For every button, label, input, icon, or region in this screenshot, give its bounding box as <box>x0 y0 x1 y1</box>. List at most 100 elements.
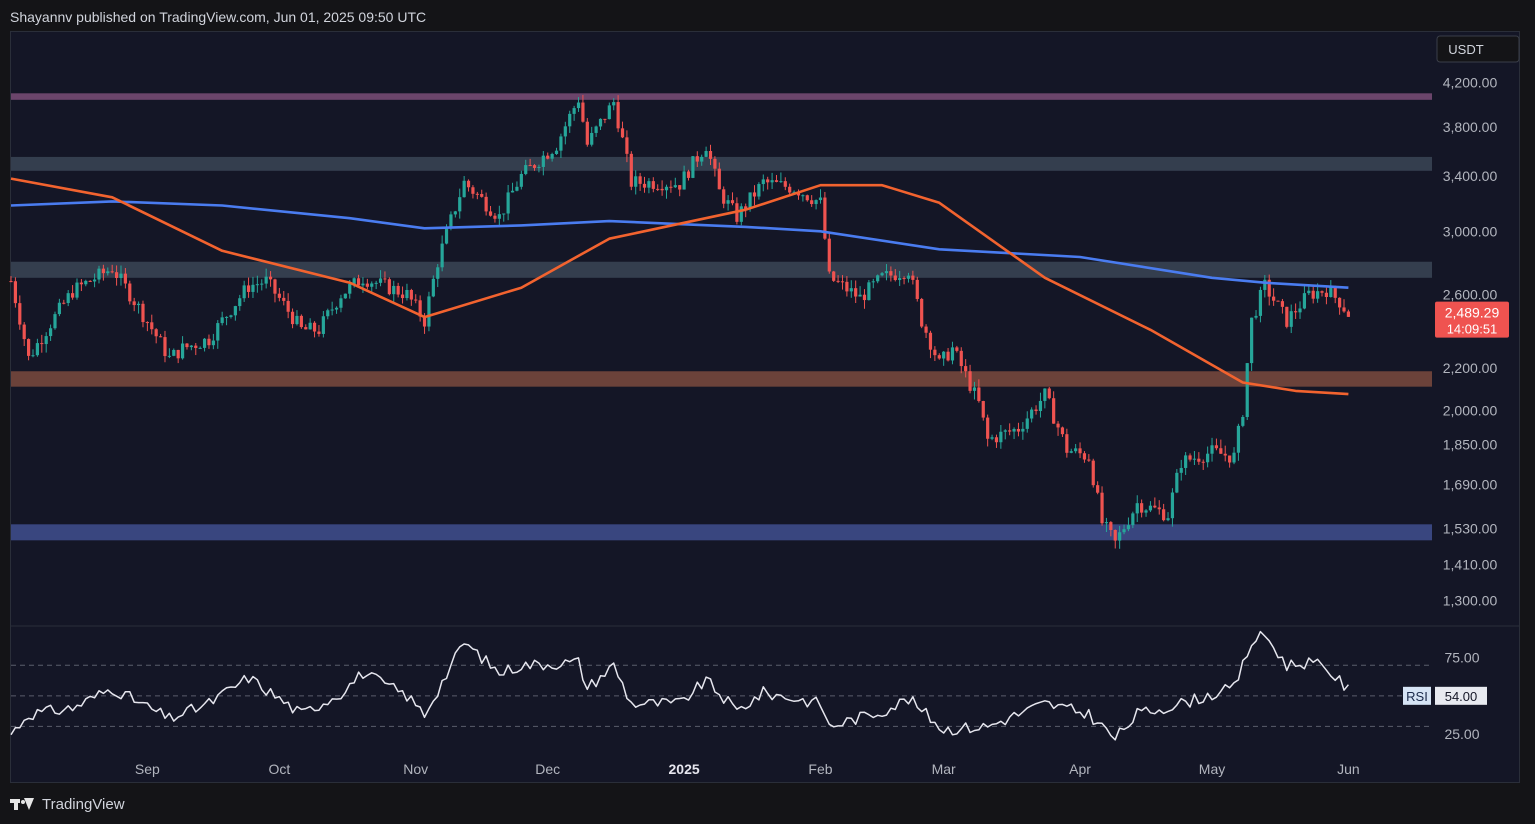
candle-body <box>317 331 321 334</box>
candle-body <box>999 431 1003 443</box>
candle <box>396 282 400 298</box>
candle-body <box>590 132 594 145</box>
candle-body <box>114 272 119 278</box>
candle-body <box>678 185 682 190</box>
candle <box>365 278 369 290</box>
candle <box>1272 288 1276 306</box>
candle-body <box>1170 492 1175 519</box>
y-tick-label: 2,200.00 <box>1443 360 1498 376</box>
candle <box>1056 421 1060 436</box>
candle-body <box>75 282 79 298</box>
candle-body <box>691 156 695 178</box>
candle-body <box>620 128 625 138</box>
candle-body <box>774 180 779 182</box>
candle-body <box>629 153 633 187</box>
candle-body <box>1065 434 1069 453</box>
candle-body <box>1003 430 1007 432</box>
candle <box>950 341 955 365</box>
candle-body <box>343 293 347 299</box>
candle-body <box>40 343 44 345</box>
candle-body <box>18 303 22 325</box>
candle <box>1324 287 1329 305</box>
candle <box>31 349 35 358</box>
candle <box>638 172 642 191</box>
candle <box>928 330 933 359</box>
candle <box>1338 297 1342 315</box>
candle <box>405 283 409 301</box>
candle <box>145 321 149 332</box>
candle-body <box>656 188 660 190</box>
candle-body <box>255 284 259 286</box>
candle-body <box>84 280 88 285</box>
candle-body <box>44 336 48 345</box>
candle-body <box>506 192 510 214</box>
candle <box>414 294 418 304</box>
y-tick-label: 1,690.00 <box>1443 477 1498 493</box>
candle <box>752 185 757 206</box>
candle-body <box>207 338 211 346</box>
candle <box>937 353 941 360</box>
candle <box>673 177 677 189</box>
candle <box>136 301 141 314</box>
candle <box>321 310 325 338</box>
candle-body <box>862 294 867 301</box>
candle <box>1346 309 1351 317</box>
candle-body <box>576 102 581 109</box>
candle <box>260 279 264 291</box>
candle <box>48 324 53 341</box>
candle-body <box>1197 458 1201 462</box>
candle-body <box>634 176 638 187</box>
candle-body <box>449 214 453 229</box>
chart-frame[interactable] <box>10 31 1520 783</box>
candle-body <box>154 329 158 337</box>
candle <box>563 121 567 145</box>
candle <box>1065 428 1069 458</box>
y-tick-label: 2,600.00 <box>1443 286 1498 302</box>
candle <box>629 151 633 191</box>
candle-body <box>818 197 823 201</box>
candle <box>304 324 308 330</box>
candle <box>524 159 528 176</box>
candle <box>766 176 770 190</box>
candle-body <box>1135 503 1139 514</box>
rsi-name-label: RSI <box>1406 689 1428 704</box>
candle <box>475 191 479 200</box>
candle-body <box>330 309 334 311</box>
x-tick-label: Nov <box>403 761 428 777</box>
candle <box>664 184 669 199</box>
y-tick-label: 1,300.00 <box>1443 593 1498 609</box>
candle-body <box>722 189 726 204</box>
candle-body <box>189 345 193 348</box>
candle <box>510 182 515 193</box>
currency-badge <box>1436 35 1520 63</box>
candle-body <box>13 281 17 304</box>
candle-body <box>1241 416 1245 426</box>
candle-body <box>502 213 506 215</box>
candle-body <box>994 437 999 443</box>
candle-body <box>1104 522 1109 524</box>
candle-body <box>1153 505 1157 508</box>
footer-brand[interactable]: TradingView <box>10 794 125 814</box>
candle <box>1104 517 1109 532</box>
candle-body <box>475 193 479 195</box>
candle <box>942 350 946 366</box>
candle-body <box>568 113 572 127</box>
candle-body <box>1342 307 1346 312</box>
candle-body <box>1302 293 1307 309</box>
candle <box>603 118 607 124</box>
candle-body <box>704 150 708 157</box>
candle <box>994 434 999 448</box>
candle <box>1148 501 1153 513</box>
candle <box>1289 304 1293 334</box>
candle-body <box>1126 525 1131 530</box>
candle-body <box>585 121 589 145</box>
x-tick-label: Apr <box>1069 761 1091 777</box>
candle <box>62 299 66 305</box>
candle-body <box>1030 409 1034 419</box>
zone-1 <box>11 156 1432 171</box>
candle-body <box>783 181 787 187</box>
candle <box>317 325 321 337</box>
candle-body <box>251 284 255 292</box>
candle <box>484 192 488 216</box>
